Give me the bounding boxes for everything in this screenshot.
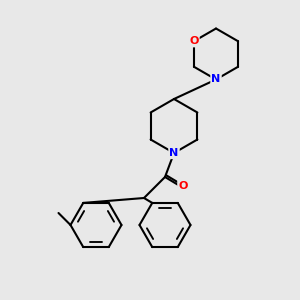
Text: O: O [178,181,188,191]
Text: N: N [169,148,178,158]
Text: N: N [212,74,220,85]
Text: O: O [189,36,199,46]
